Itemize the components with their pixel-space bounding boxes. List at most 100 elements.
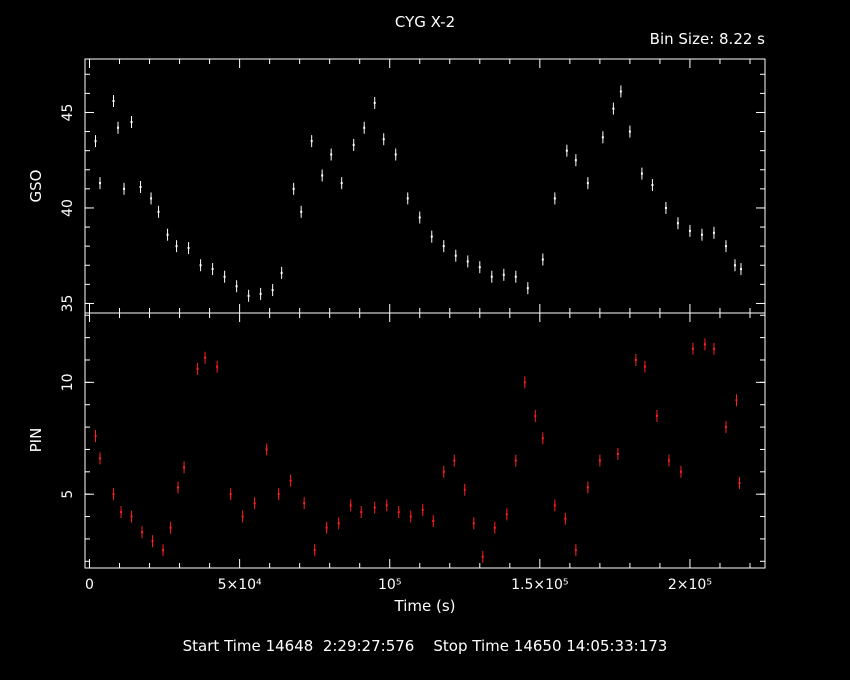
gso-point: [363, 126, 366, 129]
pin-point: [360, 511, 363, 514]
pin-point: [373, 506, 376, 509]
pin-point: [514, 459, 517, 462]
xtick-label: 10⁵: [378, 577, 401, 593]
pin-point: [120, 511, 123, 514]
pin-point: [472, 522, 475, 525]
pin-point: [421, 508, 424, 511]
chart-title: CYG X-2: [394, 13, 456, 31]
pin-point: [523, 381, 526, 384]
pin-ticks: 5 10: [60, 313, 765, 568]
gso-point: [300, 210, 303, 213]
panel-gso: 35 40 45 GSO: [27, 58, 766, 314]
gso-point: [394, 153, 397, 156]
start-time-label: Start Time: [182, 637, 261, 655]
pin-point: [277, 493, 280, 496]
gso-point: [310, 140, 313, 143]
pin-point: [151, 540, 154, 543]
pin-point: [616, 452, 619, 455]
pin-point: [229, 493, 232, 496]
gso-point: [502, 273, 505, 276]
pin-point: [99, 457, 102, 460]
gso-point: [330, 153, 333, 156]
pin-point: [703, 343, 706, 346]
pin-point: [253, 502, 256, 505]
gso-point: [211, 268, 214, 271]
pin-point: [112, 493, 115, 496]
pin-point: [442, 470, 445, 473]
gso-point: [619, 90, 622, 93]
gso-point: [235, 285, 238, 288]
pin-point: [634, 358, 637, 361]
pin-point: [667, 459, 670, 462]
gso-point: [373, 101, 376, 104]
gso-point: [430, 235, 433, 238]
pin-point: [204, 356, 207, 359]
gso-point: [187, 247, 190, 250]
pin-point: [564, 517, 567, 520]
gso-point: [292, 187, 295, 190]
pin-ylabel: PIN: [27, 428, 45, 453]
gso-point: [612, 107, 615, 110]
bin-size-label: Bin Size: 8.22 s: [649, 30, 765, 48]
pin-point: [94, 435, 97, 438]
pin-point: [289, 479, 292, 482]
gso-point: [223, 275, 226, 278]
pin-point: [397, 511, 400, 514]
gso-ytick-label: 45: [60, 104, 76, 122]
pin-point: [586, 486, 589, 489]
gso-point: [280, 271, 283, 274]
gso-point: [406, 197, 409, 200]
pin-point: [574, 549, 577, 552]
gso-point: [466, 260, 469, 263]
pin-point: [325, 526, 328, 529]
pin-point: [313, 549, 316, 552]
pin-point: [241, 515, 244, 518]
pin-point: [553, 504, 556, 507]
gso-point: [553, 197, 556, 200]
gso-point: [574, 159, 577, 162]
gso-point: [382, 138, 385, 141]
pin-point: [724, 426, 727, 429]
gso-point: [442, 245, 445, 248]
gso-point: [565, 149, 568, 152]
pin-point: [196, 367, 199, 370]
pin-point: [177, 486, 180, 489]
gso-point: [478, 266, 481, 269]
pin-point: [534, 414, 537, 417]
gso-point: [418, 216, 421, 219]
xtick-label: 5×10⁴: [218, 577, 262, 593]
gso-point: [157, 210, 160, 213]
pin-ytick-label: 10: [60, 373, 76, 391]
pin-point: [141, 531, 144, 534]
pin-point: [738, 482, 741, 484]
pin-point: [432, 520, 435, 523]
gso-point: [271, 289, 274, 292]
pin-point: [735, 399, 738, 402]
pin-point: [493, 526, 496, 529]
pin-point: [265, 448, 268, 451]
pin-point: [463, 488, 466, 491]
gso-point: [628, 130, 631, 133]
time-range-footer: Start Time 14648 2:29:27:576 Stop Time 1…: [0, 637, 850, 655]
gso-ytick-label: 35: [60, 295, 76, 313]
pin-ytick-label: 5: [60, 490, 76, 499]
stop-time-value: 14650 14:05:33:173: [513, 637, 668, 655]
gso-point: [739, 268, 742, 271]
gso-point: [651, 184, 654, 187]
gso-point: [112, 100, 115, 103]
pin-point: [712, 347, 715, 350]
gso-point: [733, 264, 736, 267]
gso-point: [259, 292, 262, 295]
gso-point: [175, 245, 178, 248]
pin-point: [679, 470, 682, 473]
pin-point: [183, 466, 186, 469]
pin-frame: [84, 312, 766, 569]
gso-point: [526, 287, 529, 290]
pin-point: [691, 347, 694, 350]
pin-point: [409, 515, 412, 518]
gso-point: [321, 174, 324, 177]
pin-point: [598, 459, 601, 462]
gso-point: [640, 172, 643, 175]
pin-point: [481, 555, 484, 558]
